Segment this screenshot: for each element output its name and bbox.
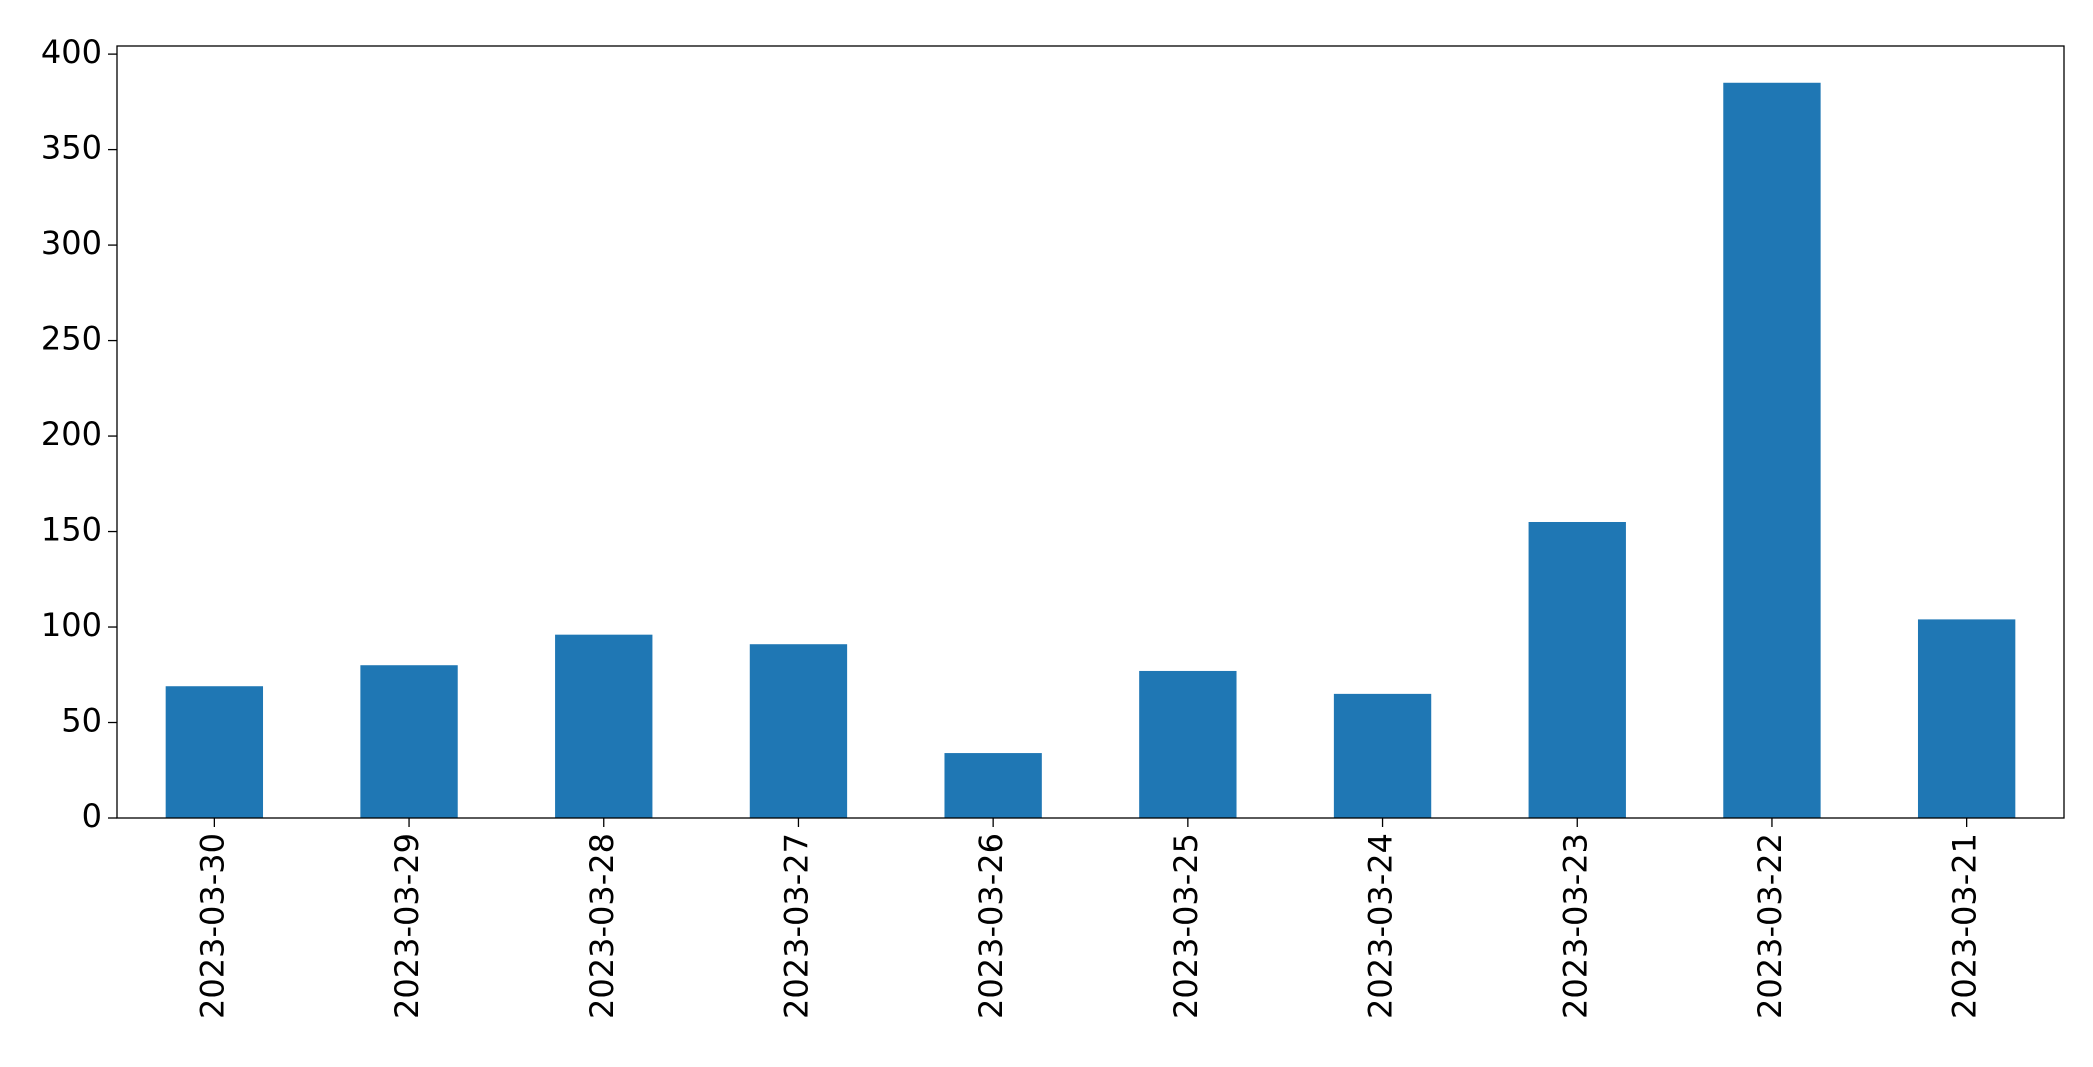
x-tick-label: 2023-03-23 xyxy=(1556,833,1594,1019)
y-tick-label: 350 xyxy=(41,129,102,167)
y-tick-label: 100 xyxy=(41,606,102,644)
bar xyxy=(555,634,653,818)
y-tick-label: 300 xyxy=(41,224,102,262)
bar xyxy=(944,753,1042,818)
y-tick-label: 250 xyxy=(41,320,102,358)
bar xyxy=(1723,82,1821,818)
x-tick-label: 2023-03-24 xyxy=(1362,833,1400,1019)
plot-frame xyxy=(116,45,2065,819)
x-tick-label: 2023-03-27 xyxy=(777,833,815,1019)
bar xyxy=(360,665,458,818)
x-tick-label: 2023-03-26 xyxy=(972,833,1010,1019)
x-tick-label: 2023-03-25 xyxy=(1167,833,1205,1019)
x-tick-label: 2023-03-21 xyxy=(1946,833,1984,1019)
bar xyxy=(1333,693,1432,818)
y-tick-label: 200 xyxy=(41,415,102,453)
bar xyxy=(749,644,848,818)
bar xyxy=(1917,619,2016,818)
x-tick-label: 2023-03-28 xyxy=(583,833,621,1019)
y-tick-label: 0 xyxy=(82,797,102,835)
x-tick-label: 2023-03-30 xyxy=(193,833,231,1019)
x-tick-label: 2023-03-29 xyxy=(388,833,426,1019)
y-tick-label: 150 xyxy=(41,511,102,549)
x-tick-label: 2023-03-22 xyxy=(1751,833,1789,1019)
bar xyxy=(1139,670,1237,818)
bar xyxy=(165,686,264,818)
y-tick-label: 50 xyxy=(61,702,102,740)
bar xyxy=(1528,521,1626,818)
y-tick-label: 400 xyxy=(41,33,102,71)
